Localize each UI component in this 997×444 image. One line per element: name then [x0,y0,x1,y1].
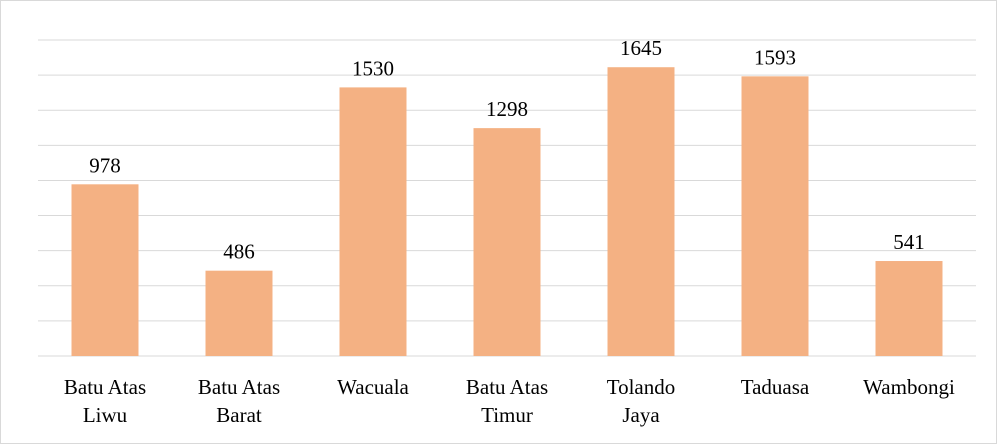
data-label: 1530 [352,56,394,80]
data-labels: 978 486 1530 1298 1645 1593 541 [89,36,925,263]
category-label: Taduasa [741,375,810,399]
bar [473,128,541,356]
data-label: 541 [893,230,925,254]
data-label: 1645 [620,36,662,60]
category-label: Wacuala [337,375,409,399]
category-label: Batu Atas [466,375,548,399]
bar [741,76,809,356]
bar [339,87,407,357]
category-label: Liwu [83,403,128,427]
bar [205,270,273,356]
category-labels: Batu Atas Liwu Batu Atas Barat Wacuala Batu A… [64,375,955,427]
category-label: Wambongi [863,375,955,399]
bar [875,261,943,356]
category-label: Timur [481,403,533,427]
bar [607,67,675,356]
data-label: 1593 [754,45,796,69]
bars [71,67,943,357]
data-label: 486 [223,240,255,264]
category-label: Batu Atas [198,375,280,399]
data-label: 1298 [486,97,528,121]
category-label: Tolando [607,375,676,399]
data-label: 978 [89,153,121,177]
category-label: Jaya [622,403,660,427]
category-label: Barat [216,403,262,427]
bar [71,184,139,356]
category-label: Batu Atas [64,375,146,399]
